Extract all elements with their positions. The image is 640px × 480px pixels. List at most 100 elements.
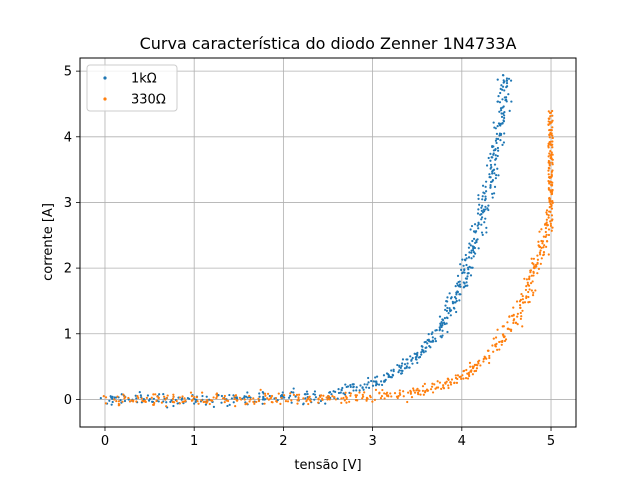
data-point — [145, 396, 148, 399]
data-point — [510, 100, 513, 103]
data-point — [153, 401, 156, 405]
data-point — [528, 288, 531, 291]
data-point — [542, 246, 545, 249]
data-point — [548, 152, 551, 155]
data-point — [466, 377, 470, 380]
data-point — [485, 190, 488, 193]
data-point — [550, 151, 553, 154]
data-point — [380, 380, 383, 383]
data-point — [503, 339, 507, 343]
data-point — [436, 380, 439, 383]
data-point — [547, 214, 550, 217]
data-point — [267, 398, 270, 401]
data-point — [140, 397, 143, 400]
data-point — [343, 393, 347, 396]
data-point — [498, 110, 501, 113]
data-point — [483, 221, 486, 224]
data-point — [367, 376, 370, 380]
data-point — [175, 399, 178, 403]
data-point — [460, 377, 463, 380]
data-point — [501, 106, 504, 109]
data-point — [431, 336, 434, 339]
data-point — [234, 394, 238, 397]
data-point — [455, 299, 458, 303]
data-point — [493, 172, 496, 175]
data-point — [381, 388, 384, 392]
data-point — [547, 173, 550, 176]
data-point — [498, 101, 502, 104]
data-point — [181, 395, 184, 398]
data-point — [494, 336, 498, 339]
data-point — [383, 392, 386, 395]
data-point — [359, 384, 362, 387]
data-point — [501, 85, 505, 88]
data-point — [465, 263, 468, 267]
data-point — [438, 315, 442, 318]
data-point — [551, 146, 554, 149]
data-point — [304, 397, 307, 400]
data-point — [521, 298, 524, 301]
data-point — [538, 251, 542, 254]
data-point — [551, 140, 554, 143]
data-point — [497, 174, 500, 177]
data-point — [464, 377, 468, 380]
data-point — [445, 309, 449, 313]
data-point — [122, 393, 125, 396]
data-point — [180, 398, 183, 401]
data-point — [470, 249, 473, 252]
data-point — [286, 400, 290, 403]
data-point — [157, 400, 160, 403]
data-point — [506, 321, 509, 324]
data-point — [539, 249, 542, 252]
data-point — [327, 395, 330, 398]
data-point — [446, 306, 449, 310]
data-point — [494, 139, 498, 142]
data-point — [408, 366, 411, 369]
data-point — [545, 211, 548, 214]
data-point — [263, 392, 267, 395]
data-point — [406, 400, 409, 404]
data-point — [165, 401, 168, 404]
data-point — [540, 228, 543, 231]
data-point — [459, 263, 462, 266]
data-point — [294, 395, 297, 398]
data-point — [424, 350, 427, 353]
data-point — [402, 395, 405, 398]
data-point — [505, 82, 509, 85]
data-point — [467, 373, 470, 376]
data-point — [151, 400, 154, 403]
data-point — [453, 381, 456, 384]
data-point — [492, 152, 495, 155]
data-point — [542, 253, 546, 256]
data-point — [397, 395, 400, 398]
data-point — [462, 377, 465, 380]
data-point — [440, 325, 443, 329]
data-point — [445, 316, 448, 319]
data-point — [361, 393, 364, 396]
data-point — [132, 399, 135, 402]
data-point — [521, 301, 525, 304]
data-point — [337, 391, 341, 395]
data-point — [375, 380, 378, 383]
data-point — [409, 355, 412, 358]
data-point — [228, 393, 231, 397]
data-point — [489, 184, 492, 187]
data-point — [550, 183, 553, 187]
data-point — [500, 112, 503, 115]
data-point — [466, 275, 469, 278]
data-point — [484, 195, 487, 198]
data-point — [487, 208, 490, 212]
data-point — [361, 397, 364, 400]
data-point — [471, 245, 474, 248]
data-point — [429, 388, 433, 391]
data-point — [500, 115, 504, 118]
data-point — [201, 391, 204, 394]
data-point — [529, 269, 533, 272]
data-point — [274, 397, 278, 400]
data-point — [434, 329, 437, 332]
data-point — [550, 181, 553, 184]
y-tick-label: 3 — [64, 196, 72, 211]
data-point — [512, 321, 515, 325]
data-point — [527, 301, 530, 304]
